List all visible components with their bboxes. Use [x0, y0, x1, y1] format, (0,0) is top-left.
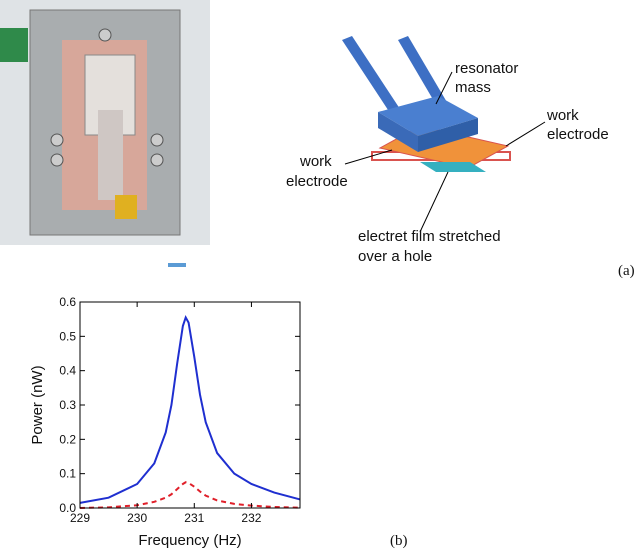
diagram-label: resonator: [455, 60, 518, 77]
diagram-label: electret film stretched: [358, 228, 501, 245]
diagram-label: mass: [455, 79, 491, 96]
panel-label: (a): [618, 263, 635, 279]
y-tick-label: 0.2: [59, 432, 76, 446]
panel-label: (b): [390, 533, 408, 549]
x-tick-label: 229: [70, 511, 90, 525]
x-axis-label: Frequency (Hz): [138, 532, 241, 549]
y-tick-label: 0.5: [59, 329, 76, 343]
y-axis-label: Power (nW): [29, 365, 46, 444]
x-tick-label: 230: [127, 511, 147, 525]
x-tick-label: 231: [184, 511, 204, 525]
diagram-label: electrode: [286, 173, 348, 190]
x-tick-label: 232: [241, 511, 261, 525]
figure: resonator mass work electrode work elect…: [0, 0, 644, 552]
y-tick-label: 0.1: [59, 467, 76, 481]
series-line: [80, 317, 300, 502]
device-photo: [0, 0, 210, 267]
diagram-label: work: [299, 153, 332, 170]
diagram-label: over a hole: [358, 248, 432, 265]
y-tick-label: 0.3: [59, 398, 76, 412]
y-tick-label: 0.6: [59, 295, 76, 309]
y-tick-label: 0.4: [59, 364, 76, 378]
diagram-label: work: [546, 107, 579, 124]
diagram-label: electrode: [547, 126, 609, 143]
